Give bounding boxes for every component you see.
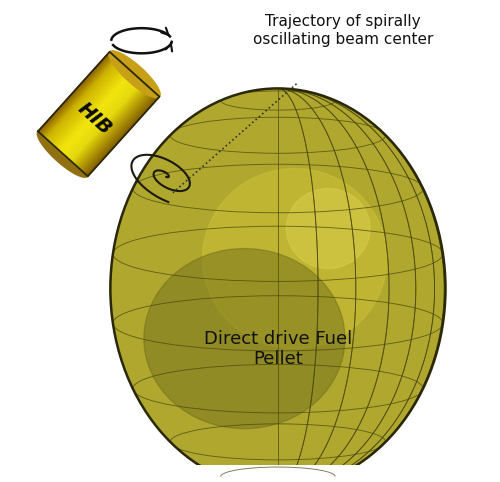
Polygon shape	[70, 80, 143, 161]
Polygon shape	[64, 76, 138, 157]
Polygon shape	[84, 94, 158, 175]
Polygon shape	[63, 74, 136, 155]
Ellipse shape	[38, 130, 88, 177]
Polygon shape	[73, 83, 146, 164]
Text: Trajectory of spirally
oscillating beam center: Trajectory of spirally oscillating beam …	[253, 14, 434, 47]
Polygon shape	[38, 52, 112, 133]
Polygon shape	[81, 91, 154, 172]
Polygon shape	[86, 95, 160, 176]
Polygon shape	[66, 77, 140, 158]
Polygon shape	[60, 71, 133, 152]
Polygon shape	[42, 55, 115, 136]
Ellipse shape	[110, 88, 446, 482]
Polygon shape	[43, 56, 117, 137]
Ellipse shape	[286, 188, 370, 268]
Polygon shape	[68, 79, 141, 160]
Polygon shape	[62, 73, 134, 154]
Polygon shape	[80, 89, 153, 170]
Polygon shape	[40, 54, 113, 134]
Polygon shape	[56, 68, 130, 149]
Polygon shape	[52, 64, 125, 145]
Text: Direct drive Fuel
Pellet: Direct drive Fuel Pellet	[204, 330, 352, 368]
Polygon shape	[83, 92, 156, 173]
Polygon shape	[54, 67, 128, 148]
Polygon shape	[46, 59, 120, 140]
Polygon shape	[78, 88, 151, 169]
Ellipse shape	[144, 249, 345, 428]
Ellipse shape	[202, 169, 387, 348]
Polygon shape	[58, 70, 131, 151]
Polygon shape	[50, 62, 123, 143]
Polygon shape	[53, 65, 127, 147]
Polygon shape	[44, 58, 118, 139]
Polygon shape	[74, 85, 148, 166]
Ellipse shape	[109, 51, 160, 98]
Polygon shape	[48, 61, 122, 142]
Text: HIB: HIB	[74, 99, 116, 139]
Polygon shape	[71, 82, 144, 163]
Polygon shape	[76, 86, 150, 167]
